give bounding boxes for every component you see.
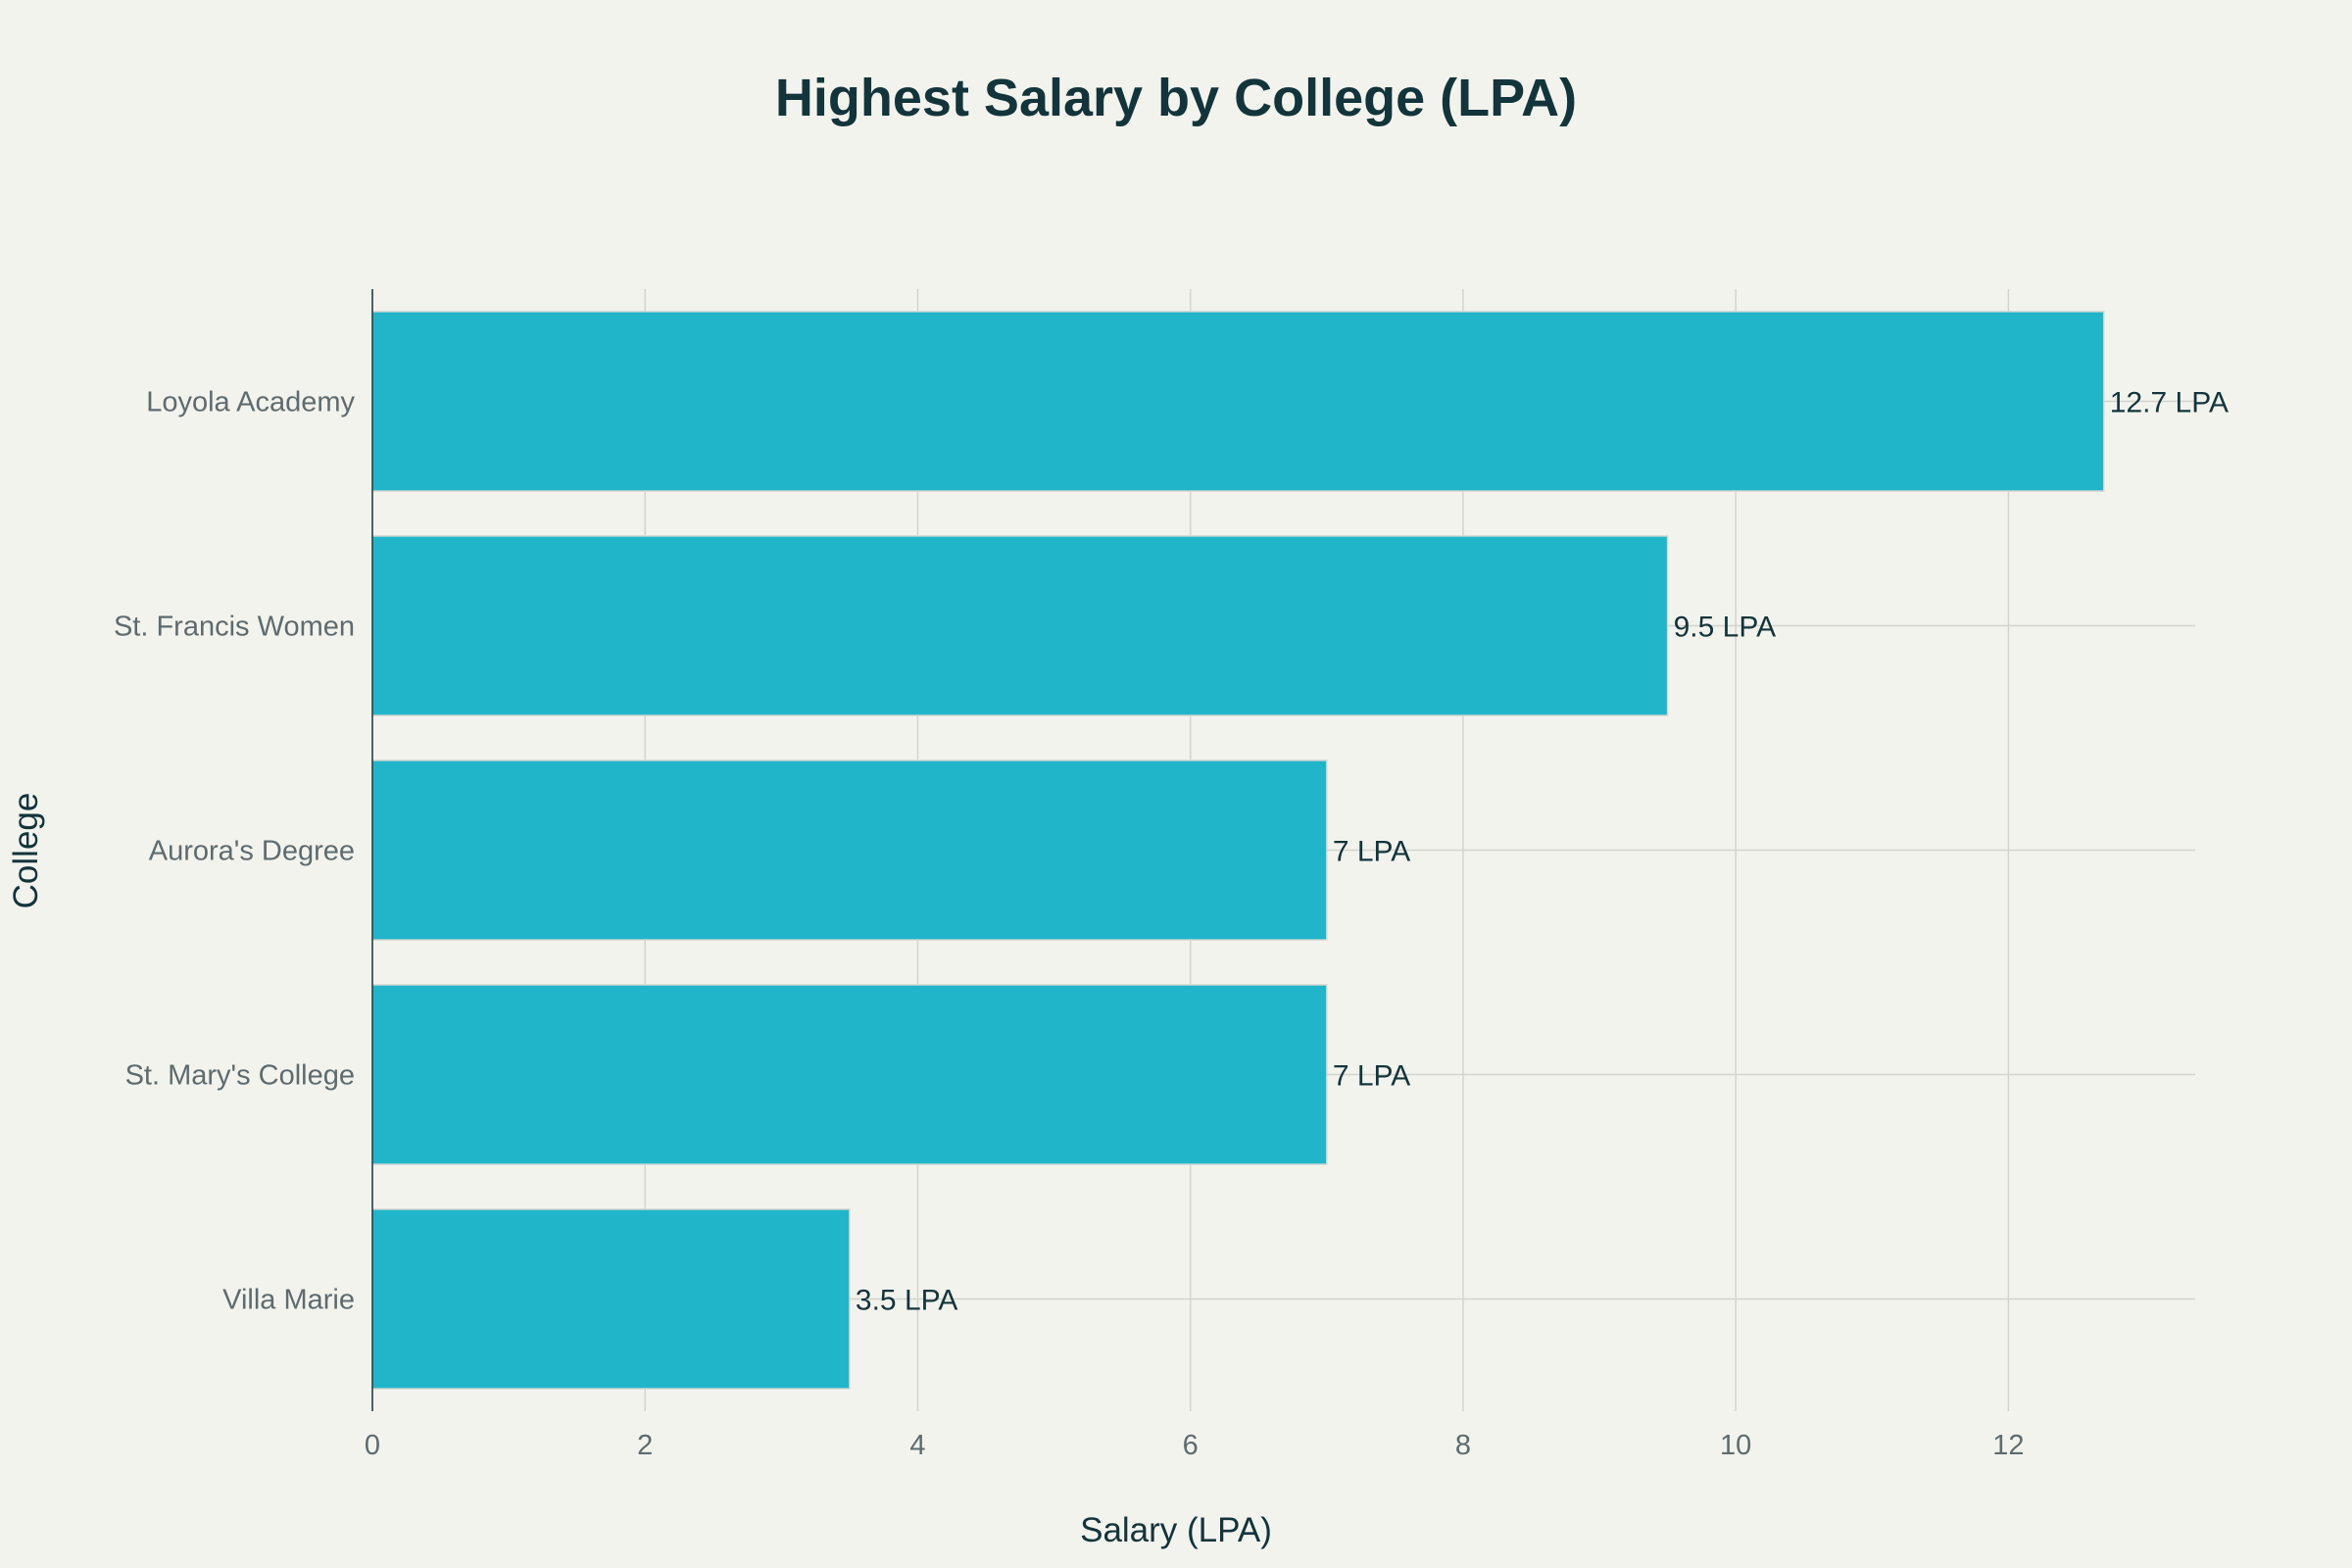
- x-axis-label: Salary (LPA): [1080, 1511, 1272, 1549]
- x-tick-label: 10: [1720, 1430, 1751, 1461]
- bar-data-label: 7 LPA: [1333, 1060, 1411, 1093]
- x-tick-label: 6: [1183, 1430, 1199, 1461]
- bar-data-label: 7 LPA: [1333, 836, 1411, 868]
- y-tick-label: St. Francis Women: [114, 612, 355, 643]
- bar: [371, 984, 1328, 1165]
- bar: [371, 1208, 851, 1390]
- bar-data-label: 12.7 LPA: [2110, 387, 2229, 419]
- bar: [371, 535, 1669, 716]
- x-tick-label: 2: [637, 1430, 653, 1461]
- y-axis-label: College: [7, 793, 45, 909]
- x-tick-label: 0: [365, 1430, 380, 1461]
- y-tick-label: Aurora's Degree: [149, 836, 355, 867]
- x-tick-label: 8: [1455, 1430, 1471, 1461]
- x-tick-label: 4: [909, 1430, 925, 1461]
- y-tick-label: Villa Marie: [222, 1285, 355, 1316]
- y-tick-label: Loyola Academy: [146, 387, 355, 418]
- y-tick-label: St. Mary's College: [125, 1060, 355, 1092]
- bar: [371, 311, 2105, 492]
- bar-data-label: 9.5 LPA: [1674, 612, 1777, 644]
- bar-data-label: 3.5 LPA: [856, 1285, 958, 1317]
- chart-title: Highest Salary by College (LPA): [775, 69, 1577, 127]
- bar: [371, 760, 1328, 941]
- x-tick-label: 12: [1992, 1430, 2024, 1461]
